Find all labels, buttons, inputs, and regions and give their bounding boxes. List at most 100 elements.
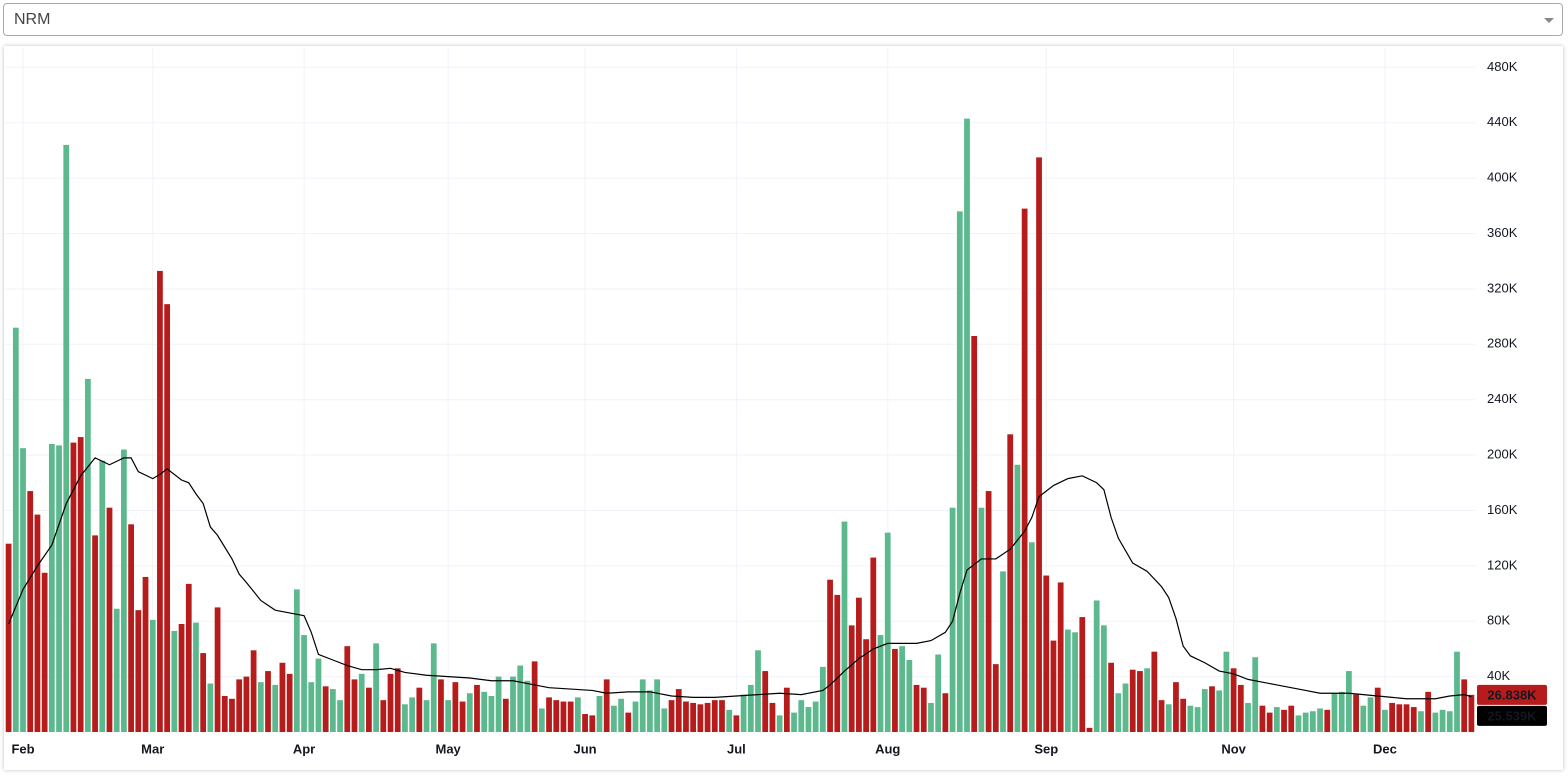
select-value: NRM (14, 11, 51, 28)
x-tick-label: Dec (1373, 741, 1397, 756)
volume-bar (185, 583, 192, 732)
volume-bar (207, 683, 214, 732)
volume-bar (574, 697, 581, 732)
y-tick-label: 40K (1487, 668, 1510, 683)
volume-bar (812, 701, 819, 732)
volume-bar (935, 654, 942, 732)
x-tick-label: Mar (141, 741, 164, 756)
volume-bar (589, 715, 596, 732)
volume-bar (236, 679, 243, 732)
volume-bar (1259, 705, 1266, 732)
y-tick-label: 80K (1487, 613, 1510, 628)
volume-bar (221, 696, 228, 732)
volume-bar (841, 521, 848, 732)
volume-bar (171, 630, 178, 732)
volume-bar (596, 696, 603, 732)
volume-bar (920, 687, 927, 732)
volume-bar (214, 607, 221, 732)
volume-bar (1122, 683, 1129, 732)
last-value-label: 26.838K (1487, 687, 1537, 702)
volume-bar (892, 648, 898, 732)
volume-bar (647, 690, 653, 732)
volume-bar (452, 682, 459, 732)
volume-bar (1396, 704, 1403, 732)
volume-bar (762, 671, 769, 732)
volume-bar (322, 686, 329, 732)
volume-bar (956, 211, 963, 732)
volume-bar (992, 664, 999, 732)
x-tick-label: Jun (574, 741, 597, 756)
volume-bar (1374, 687, 1381, 732)
symbol-select[interactable]: NRM (3, 3, 1563, 36)
volume-bar (740, 694, 747, 732)
volume-bar (157, 270, 163, 732)
volume-bar (567, 701, 574, 732)
volume-bar (70, 442, 77, 732)
volume-bar (582, 714, 588, 732)
volume-bar (445, 700, 452, 732)
volume-bar (1209, 686, 1215, 732)
volume-bar (884, 532, 891, 732)
volume-bar (1014, 464, 1021, 732)
volume-bar (747, 684, 754, 732)
x-tick-label: Jul (727, 741, 746, 756)
volume-bar (164, 304, 171, 732)
volume-bar (560, 701, 567, 732)
volume-bar (1158, 700, 1165, 732)
volume-bar (1194, 707, 1201, 732)
volume-bar (178, 624, 185, 732)
volume-bar (726, 709, 733, 732)
volume-bar (985, 491, 992, 732)
volume-bar (1338, 691, 1345, 732)
volume-bar (776, 715, 783, 732)
volume-bar (870, 557, 877, 732)
volume-bar (106, 507, 113, 732)
volume-bar (1237, 684, 1244, 732)
volume-bar (1180, 698, 1187, 732)
volume-bar (1216, 690, 1223, 732)
volume-bar (899, 646, 906, 732)
volume-bar (1425, 691, 1432, 732)
volume-bar (978, 507, 985, 732)
volume-bar (113, 608, 120, 732)
volume-bar (293, 589, 300, 732)
volume-bar (1324, 709, 1331, 732)
volume-bar (1468, 694, 1475, 732)
volume-bar (121, 449, 127, 732)
y-tick-label: 480K (1487, 59, 1518, 74)
volume-bar (1367, 697, 1374, 732)
volume-bar (661, 708, 668, 732)
x-tick-label: Aug (875, 741, 900, 756)
y-tick-label: 320K (1487, 280, 1518, 295)
x-tick-label: May (436, 741, 462, 756)
volume-bar (632, 701, 639, 732)
volume-bar (1151, 651, 1158, 732)
volume-bar (697, 704, 704, 732)
volume-bar (1382, 709, 1388, 732)
volume-bar (41, 572, 48, 732)
volume-bar (517, 665, 524, 732)
volume-bar (1101, 625, 1107, 732)
x-tick-label: Apr (293, 741, 315, 756)
volume-bar (1036, 157, 1042, 732)
volume-bar (798, 700, 805, 732)
volume-bar (618, 698, 624, 732)
volume-bar (200, 653, 207, 732)
volume-bar (351, 679, 358, 732)
volume-bar (272, 684, 279, 732)
volume-bar (92, 535, 98, 732)
volume-bar (380, 700, 387, 732)
volume-bar (755, 650, 761, 732)
volume-bar (1064, 629, 1071, 732)
y-tick-label: 240K (1487, 391, 1518, 406)
volume-bar (84, 378, 91, 732)
volume-bar (1230, 668, 1237, 732)
volume-bar (611, 705, 617, 732)
volume-bar (783, 687, 790, 732)
volume-bar (928, 702, 934, 732)
volume-bar (329, 689, 336, 732)
volume-bar (77, 437, 84, 732)
volume-bar (366, 687, 372, 732)
volume-bar (877, 635, 884, 732)
